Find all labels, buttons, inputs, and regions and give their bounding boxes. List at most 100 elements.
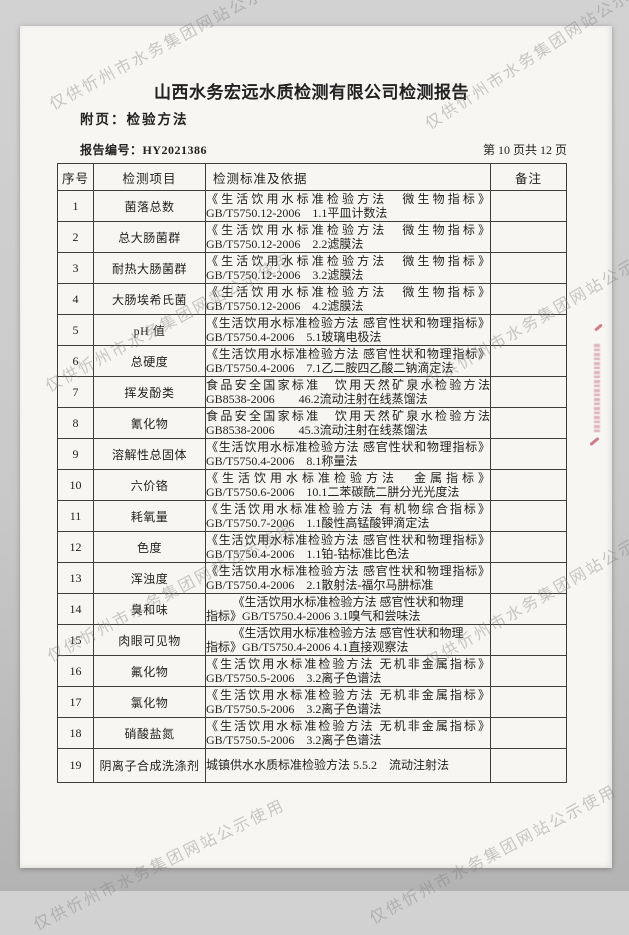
standard-method-cell: 《生活饮用水标准检验方法 无机非金属指标》 GB/T5750.5-2006 3.2… — [205, 717, 491, 749]
item-name-cell: 总大肠菌群 — [93, 221, 206, 253]
table-row: 9 溶解性总固体 《生活饮用水标准检验方法 感官性状和物理指标》 GB/T5750.4… — [57, 438, 567, 470]
remark-cell — [490, 252, 567, 284]
standard-line: 《生活饮用水标准检验方法 微生物指标》 — [206, 253, 490, 268]
red-vertical-text-trace — [594, 344, 600, 434]
method-line: GB/T5750.12-2006 2.2滤膜法 — [206, 237, 364, 251]
table-row: 11 耗氧量 《生活饮用水标准检验方法 有机物综合指标》 GB/T5750.7-200… — [57, 500, 567, 532]
standard-line: 《生活饮用水标准检验方法 感官性状和物理指标》 — [206, 346, 490, 361]
remark-cell — [490, 314, 567, 346]
table-row: 12 色度 《生活饮用水标准检验方法 感官性状和物理指标》 GB/T5750.4-20… — [57, 531, 567, 563]
standard-method-cell: 《生活饮用水标准检验方法 微生物指标》 GB/T5750.12-2006 4.2滤… — [205, 283, 491, 315]
row-number-cell: 19 — [57, 748, 94, 783]
item-name-cell: 臭和味 — [93, 593, 206, 625]
standard-method-cell: 《生活饮用水标准检验方法 有机物综合指标》 GB/T5750.7-2006 1.1… — [205, 500, 491, 532]
row-number-cell: 2 — [57, 221, 94, 253]
method-line: GB/T5750.12-2006 1.1平皿计数法 — [206, 206, 388, 220]
table-row: 17 氯化物 《生活饮用水标准检验方法 无机非金属指标》 GB/T5750.5-200… — [57, 686, 567, 718]
remark-cell — [490, 717, 567, 749]
standard-line: 《生活饮用水标准检验方法 感官性状和物理指标》 — [206, 315, 490, 330]
remark-cell — [490, 562, 567, 594]
standard-line: 《生活饮用水标准检验方法 无机非金属指标》 — [206, 718, 490, 733]
item-name-cell: 六价铬 — [93, 469, 206, 501]
table-row: 15 肉眼可见物 《生活饮用水标准检验方法 感官性状和物理 指标》GB/T5750.4… — [57, 624, 567, 656]
standard-method-cell: 《生活饮用水标准检验方法 无机非金属指标》 GB/T5750.5-2006 3.2… — [205, 686, 491, 718]
standard-line: 食品安全国家标准 饮用天然矿泉水检验方法 — [206, 408, 490, 423]
standard-line: 《生活饮用水标准检验方法 感官性状和物理 — [232, 594, 464, 609]
standard-method-cell: 《生活饮用水标准检验方法 微生物指标》 GB/T5750.12-2006 1.1平… — [205, 190, 491, 222]
methods-table: 序号 检测项目 检测标准及依据 备注 1 菌落总数 《生活饮用水标准检验方法 微生物… — [57, 163, 567, 783]
item-name-cell: 挥发酚类 — [93, 376, 206, 408]
method-line: GB/T5750.6-2006 10.1二苯碳酰二肼分光光度法 — [206, 485, 460, 499]
standard-method-cell: 《生活饮用水标准检验方法 微生物指标》 GB/T5750.12-2006 3.2滤… — [205, 252, 491, 284]
standard-line: 《生活饮用水标准检验方法 感官性状和物理 — [232, 625, 464, 640]
red-tick-icon — [594, 323, 603, 332]
item-name-cell: pH 值 — [93, 314, 206, 346]
standard-method-cell: 《生活饮用水标准检验方法 感官性状和物理指标》 GB/T5750.4-2006 2… — [205, 562, 491, 594]
item-name-cell: 溶解性总固体 — [93, 438, 206, 470]
remark-cell — [490, 469, 567, 501]
row-number-cell: 1 — [57, 190, 94, 222]
standard-line: 《生活饮用水标准检验方法 有机物综合指标》 — [206, 501, 490, 516]
row-number-cell: 11 — [57, 500, 94, 532]
standard-line: 城镇供水水质标准检验方法 5.5.2 流动注射法 — [206, 758, 450, 773]
method-line: GB8538-2006 46.2流动注射在线蒸馏法 — [206, 392, 428, 406]
method-line: 指标》GB/T5750.4-2006 4.1直接观察法 — [206, 640, 409, 654]
row-number-cell: 16 — [57, 655, 94, 687]
remark-cell — [490, 748, 567, 783]
table-row: 3 耐热大肠菌群 《生活饮用水标准检验方法 微生物指标》 GB/T5750.12-20… — [57, 252, 567, 284]
standard-method-cell: 《生活饮用水标准检验方法 微生物指标》 GB/T5750.12-2006 2.2滤… — [205, 221, 491, 253]
remark-cell — [490, 500, 567, 532]
method-line: 指标》GB/T5750.4-2006 3.1嗅气和尝味法 — [206, 609, 421, 623]
standard-method-cell: 《生活饮用水标准检验方法 感官性状和物理指标》 GB/T5750.4-2006 8… — [205, 438, 491, 470]
item-name-cell: 浑浊度 — [93, 562, 206, 594]
remark-cell — [490, 438, 567, 470]
row-number-cell: 14 — [57, 593, 94, 625]
red-tick-icon — [589, 436, 600, 447]
remark-cell — [490, 190, 567, 222]
standard-line: 《生活饮用水标准检验方法 感官性状和物理指标》 — [206, 563, 490, 578]
standard-method-cell: 《生活饮用水标准检验方法 无机非金属指标》 GB/T5750.5-2006 3.2… — [205, 655, 491, 687]
method-line: GB/T5750.4-2006 1.1铂-钴标准比色法 — [206, 547, 410, 561]
item-name-cell: 大肠埃希氏菌 — [93, 283, 206, 315]
standard-method-cell: 《生活饮用水标准检验方法 感官性状和物理 指标》GB/T5750.4-2006 3… — [205, 593, 491, 625]
method-line: GB8538-2006 45.3流动注射在线蒸馏法 — [206, 423, 428, 437]
item-name-cell: 氯化物 — [93, 686, 206, 718]
row-number-cell: 8 — [57, 407, 94, 439]
method-line: GB/T5750.4-2006 5.1玻璃电极法 — [206, 330, 382, 344]
standard-line: 食品安全国家标准 饮用天然矿泉水检验方法 — [206, 377, 490, 392]
item-name-cell: 色度 — [93, 531, 206, 563]
page-indicator: 第 10 页共 12 页 — [482, 143, 567, 157]
row-number-cell: 6 — [57, 345, 94, 377]
method-line: GB/T5750.12-2006 4.2滤膜法 — [206, 299, 364, 313]
table-header-row: 序号 检测项目 检测标准及依据 备注 — [57, 163, 567, 191]
standard-line: 《生活饮用水标准检验方法 金属指标》 — [206, 470, 490, 485]
method-line: GB/T5750.4-2006 7.1乙二胺四乙酸二钠滴定法 — [206, 361, 454, 375]
standard-line: 《生活饮用水标准检验方法 微生物指标》 — [206, 284, 490, 299]
standard-method-cell: 《生活饮用水标准检验方法 感官性状和物理指标》 GB/T5750.4-2006 1… — [205, 531, 491, 563]
table-row: 4 大肠埃希氏菌 《生活饮用水标准检验方法 微生物指标》 GB/T5750.12-20… — [57, 283, 567, 315]
table-row: 2 总大肠菌群 《生活饮用水标准检验方法 微生物指标》 GB/T5750.12-200… — [57, 221, 567, 253]
column-header-item: 检测项目 — [93, 163, 206, 191]
table-row: 14 臭和味 《生活饮用水标准检验方法 感官性状和物理 指标》GB/T5750.4-2… — [57, 593, 567, 625]
item-name-cell: 氟化物 — [93, 655, 206, 687]
stamp-bleedthrough — [588, 322, 606, 454]
column-header-standard: 检测标准及依据 — [205, 163, 491, 191]
standard-line: 《生活饮用水标准检验方法 感官性状和物理指标》 — [206, 439, 490, 454]
remark-cell — [490, 531, 567, 563]
method-line: GB/T5750.4-2006 2.1散射法-福尔马肼标准 — [206, 578, 434, 592]
table-row: 19 阴离子合成洗涤剂 城镇供水水质标准检验方法 5.5.2 流动注射法 — [57, 748, 567, 783]
remark-cell — [490, 221, 567, 253]
remark-cell — [490, 686, 567, 718]
row-number-cell: 18 — [57, 717, 94, 749]
row-number-cell: 15 — [57, 624, 94, 656]
method-line: GB/T5750.4-2006 8.1称量法 — [206, 454, 358, 468]
method-line: GB/T5750.5-2006 3.2离子色谱法 — [206, 671, 382, 685]
standard-line: 《生活饮用水标准检验方法 无机非金属指标》 — [206, 656, 490, 671]
row-number-cell: 9 — [57, 438, 94, 470]
standard-line: 《生活饮用水标准检验方法 微生物指标》 — [206, 222, 490, 237]
row-number-cell: 10 — [57, 469, 94, 501]
remark-cell — [490, 376, 567, 408]
row-number-cell: 3 — [57, 252, 94, 284]
column-header-remark: 备注 — [490, 163, 567, 191]
remark-cell — [490, 345, 567, 377]
